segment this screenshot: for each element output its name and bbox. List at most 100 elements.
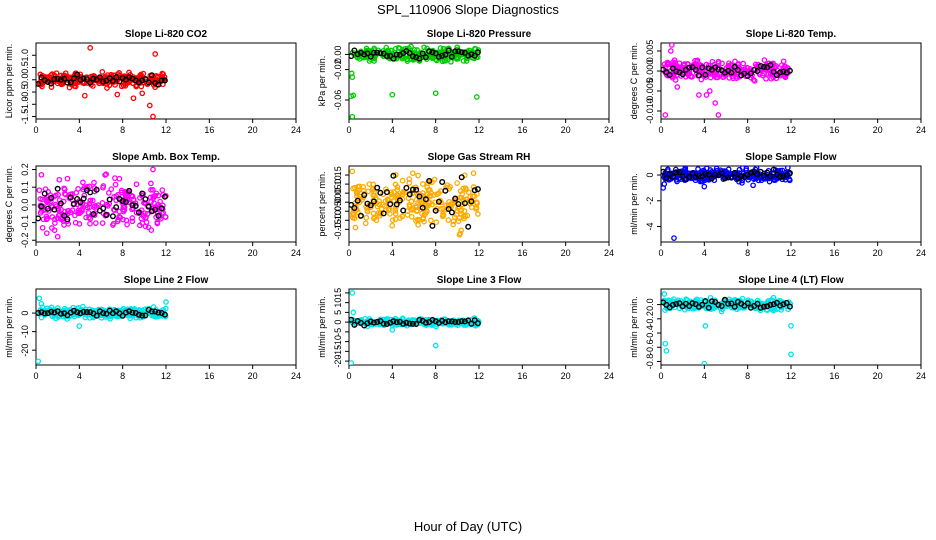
x-tick-label: 16 — [517, 371, 527, 381]
data-point — [461, 208, 468, 214]
data-point — [55, 191, 61, 198]
data-point — [75, 210, 81, 217]
x-tick-label: 24 — [604, 125, 614, 135]
hourly-point — [126, 74, 133, 81]
hourly-point — [54, 75, 61, 82]
hourly-point — [413, 321, 420, 328]
outlier-point — [81, 92, 88, 99]
hourly-point — [770, 166, 777, 173]
x-tick-label: 4 — [77, 125, 82, 135]
outlier-point — [706, 88, 713, 94]
data-point — [728, 64, 735, 71]
data-point — [730, 75, 736, 82]
hourly-point — [87, 79, 94, 86]
data-point — [364, 206, 371, 212]
hourly-point — [126, 187, 133, 194]
data-point — [418, 199, 425, 205]
data-point — [80, 179, 86, 186]
hourly-point — [422, 196, 429, 203]
data-point — [771, 176, 777, 182]
data-point — [39, 83, 45, 90]
data-point — [47, 192, 54, 198]
y-axis-label: ml/min per min. — [317, 296, 327, 358]
outlier-point — [349, 168, 356, 175]
x-tick-label: 20 — [248, 248, 258, 258]
data-point — [129, 218, 136, 225]
points — [661, 166, 793, 241]
y-tick-label: -0.05 — [333, 201, 343, 222]
hourly-point — [760, 172, 767, 179]
points — [36, 166, 169, 240]
data-point — [116, 175, 123, 182]
y-tick-label: 1.0 — [20, 49, 30, 62]
outlier-point — [788, 351, 794, 358]
hourly-point — [361, 51, 368, 58]
data-point — [475, 211, 481, 217]
hourly-point — [80, 308, 87, 315]
points — [36, 45, 168, 119]
hourly-point — [383, 189, 390, 196]
hourly-point — [367, 53, 374, 60]
outlier-point — [432, 342, 439, 349]
hourly-point — [90, 211, 97, 218]
hourly-point — [419, 50, 426, 57]
data-point — [42, 186, 49, 192]
hourly-point — [426, 177, 433, 184]
hourly-point — [432, 207, 439, 214]
outlier-point — [661, 291, 668, 297]
hourly-point — [442, 319, 449, 326]
data-point — [770, 307, 777, 314]
data-point — [86, 214, 92, 221]
data-point — [461, 215, 467, 222]
data-point — [91, 179, 97, 186]
hourly-point — [409, 53, 416, 60]
y-tick-label: 0.05 — [333, 184, 343, 202]
data-point — [105, 190, 112, 196]
hourly-point — [44, 310, 51, 317]
hourly-point — [439, 317, 446, 324]
hourly-point — [770, 68, 777, 75]
data-point — [415, 222, 421, 228]
data-point — [458, 210, 465, 217]
y-axis-label: ml/min per min. — [629, 296, 639, 358]
hourly-point — [715, 301, 722, 308]
panel-title: Slope Li-820 Pressure — [427, 29, 532, 40]
hourly-point — [705, 171, 712, 178]
hourly-point — [152, 308, 159, 315]
hourly-point — [702, 71, 709, 78]
hourly-point — [126, 308, 133, 315]
hourly-point — [448, 53, 455, 60]
data-point — [163, 193, 169, 199]
y-tick-label: 0 — [645, 173, 655, 178]
hourly-point — [161, 77, 168, 84]
hourly-point — [445, 47, 452, 54]
data-point — [117, 313, 123, 320]
data-point — [406, 180, 413, 186]
data-point — [455, 218, 462, 225]
hourly-point — [416, 55, 423, 62]
hourly-point — [370, 49, 377, 56]
x-tick-label: 0 — [33, 248, 38, 258]
hourly-point — [349, 201, 355, 208]
hourly-point — [103, 211, 110, 218]
hourly-point — [757, 304, 764, 311]
x-tick-label: 20 — [248, 125, 258, 135]
data-point — [51, 73, 57, 80]
x-tick-label: 4 — [702, 248, 707, 258]
x-tick-label: 4 — [77, 248, 82, 258]
data-point — [43, 198, 50, 205]
y-tick-label: 0 — [333, 320, 343, 325]
outlier-point — [389, 91, 396, 98]
x-tick-label: 0 — [33, 371, 38, 381]
data-point — [431, 192, 437, 198]
outlier-point — [76, 323, 83, 329]
data-point — [67, 191, 74, 198]
y-tick-label: -0.6 — [645, 339, 655, 355]
hourly-point — [122, 198, 129, 205]
x-tick-label: 8 — [745, 125, 750, 135]
hourly-point — [155, 212, 162, 219]
hourly-point — [113, 204, 120, 211]
hourly-point — [103, 310, 110, 317]
hourly-point — [403, 319, 410, 326]
panel-7: Slope Line 2 Flow 0 4 8 12 16 20 24 -20 -10 0 ml/mi… — [4, 275, 301, 381]
